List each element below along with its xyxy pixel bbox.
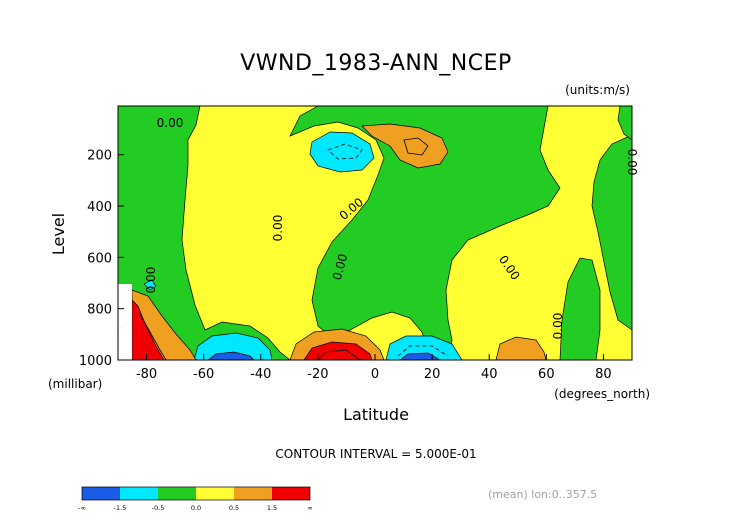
contour-label: 0.00 bbox=[144, 267, 158, 294]
y-axis: 200 400 600 800 1000 bbox=[79, 149, 124, 369]
x-tick-label: 20 bbox=[424, 367, 441, 382]
contour-label: 0.00 bbox=[157, 116, 184, 130]
x-tick-label: 60 bbox=[538, 367, 555, 382]
contour-fill-negative-arctic-surface bbox=[559, 257, 601, 360]
contour-fill-negative-northern-surface bbox=[385, 335, 463, 360]
contour-fill-negative-northern-polar bbox=[591, 134, 632, 331]
colorbar-swatch bbox=[234, 487, 272, 500]
y-axis-title: Level bbox=[49, 213, 68, 255]
colorbar-swatch bbox=[272, 487, 310, 500]
colorbar-label: 0.5 bbox=[229, 504, 239, 512]
x-tick-label: 0 bbox=[371, 367, 379, 382]
x-tick-label: 40 bbox=[481, 367, 498, 382]
contour-fill-positive-upper-core bbox=[361, 123, 449, 169]
x-tick-label: -20 bbox=[307, 367, 328, 382]
colorbar-label: ∞ bbox=[307, 504, 312, 512]
x-axis: -80 -60 -40 -20 0 20 40 60 80 bbox=[136, 354, 612, 382]
x-axis-title: Latitude bbox=[343, 405, 409, 424]
y-axis-units: (millibar) bbox=[48, 377, 102, 391]
colorbar-frame bbox=[81, 486, 311, 501]
x-axis-units: (degrees_north) bbox=[554, 387, 650, 401]
info-text: (mean) lon:0..357.5 bbox=[488, 488, 597, 501]
contour-label: 0.00 bbox=[330, 252, 350, 281]
contour-interval-note: CONTOUR INTERVAL = 5.000E-01 bbox=[275, 447, 476, 461]
contour-solid-upper-core bbox=[403, 137, 429, 156]
y-tick-label: 800 bbox=[87, 303, 112, 318]
y-tick-label: 600 bbox=[87, 251, 112, 266]
contour-fill-strong-negative-northern bbox=[399, 352, 441, 360]
contour-fill-negative-southern-polar bbox=[118, 106, 291, 360]
contour-fill-strong-negative-southern bbox=[207, 351, 255, 360]
contour-fill-negative-spot bbox=[143, 279, 157, 291]
missing-data-region-lower bbox=[118, 322, 132, 360]
y-tick-label: 200 bbox=[87, 149, 112, 164]
missing-data-region bbox=[118, 284, 132, 330]
contour-plot bbox=[118, 106, 632, 360]
colorbar-label: 1.5 bbox=[267, 504, 277, 512]
contour-fill-negative-upper-core bbox=[309, 131, 375, 173]
contour-fill-negative-corner bbox=[617, 106, 632, 141]
contour-fill-negative-southern-surface bbox=[193, 332, 273, 360]
contour-fill-strong-positive-antarctic bbox=[131, 299, 165, 360]
contour-dashed-upper-core bbox=[327, 143, 363, 160]
colorbar-swatch bbox=[158, 487, 196, 500]
colorbar-label: 0.0 bbox=[191, 504, 201, 512]
contour-solid-antarctic bbox=[139, 313, 167, 360]
contour-solid-surface-core bbox=[317, 349, 361, 360]
chart-title: VWND_1983-ANN_NCEP bbox=[240, 51, 512, 76]
x-tick-label: 80 bbox=[595, 367, 612, 382]
x-tick-label: -80 bbox=[136, 367, 157, 382]
units-label: (units:m/s) bbox=[565, 83, 630, 97]
contour-fill-positive-northern-surface bbox=[495, 336, 547, 360]
colorbar-label: -∞ bbox=[78, 504, 86, 512]
contour-label: 0.00 bbox=[551, 313, 565, 340]
contour-dashed-northern-surface bbox=[397, 345, 449, 357]
contour-label: 0.00 bbox=[271, 215, 285, 242]
colorbar-label: -0.5 bbox=[152, 504, 165, 512]
y-tick-label: 1000 bbox=[79, 354, 112, 369]
colorbar-swatch bbox=[196, 487, 234, 500]
colorbar-swatch bbox=[120, 487, 158, 500]
x-tick-label: -40 bbox=[250, 367, 271, 382]
colorbar: -∞ -1.5 -0.5 0.0 0.5 1.5 ∞ bbox=[78, 486, 313, 512]
x-tick-label: -60 bbox=[193, 367, 214, 382]
y-tick-label: 400 bbox=[87, 200, 112, 215]
colorbar-swatch bbox=[82, 487, 120, 500]
colorbar-label: -1.5 bbox=[114, 504, 127, 512]
